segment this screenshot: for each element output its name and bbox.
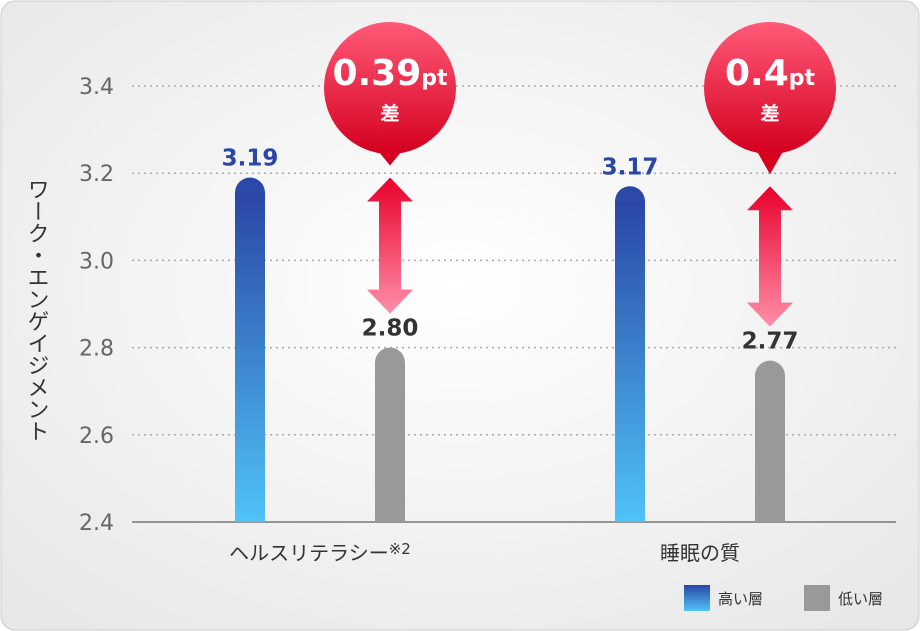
bar-high-base bbox=[615, 201, 645, 522]
legend-swatch-low bbox=[804, 585, 830, 611]
difference-unit: pt bbox=[421, 66, 448, 91]
x-category-label: ヘルスリテラシー※2 bbox=[229, 540, 411, 565]
bubble-circle bbox=[704, 22, 836, 154]
y-tick-label: 3.0 bbox=[79, 249, 114, 274]
bar-low-base bbox=[375, 362, 405, 522]
value-label-low: 2.80 bbox=[362, 316, 419, 342]
y-tick-label: 2.4 bbox=[79, 511, 114, 536]
y-tick-label: 2.8 bbox=[79, 337, 114, 362]
difference-arrow bbox=[367, 177, 413, 314]
legend-label-low: 低い層 bbox=[838, 590, 883, 608]
value-label-low: 2.77 bbox=[742, 329, 799, 355]
y-tick-label: 3.2 bbox=[79, 162, 114, 187]
difference-arrow bbox=[747, 186, 793, 327]
y-axis-label: ワーク・エンゲイジメント bbox=[24, 178, 49, 442]
bar-high-base bbox=[235, 192, 265, 522]
value-label-high: 3.19 bbox=[222, 146, 279, 172]
y-tick-label: 2.6 bbox=[79, 424, 114, 449]
category-note: ※2 bbox=[389, 540, 411, 558]
difference-unit: pt bbox=[789, 66, 816, 91]
y-tick-label: 3.4 bbox=[79, 75, 114, 100]
legend-label-high: 高い層 bbox=[718, 590, 763, 608]
x-category-label: 睡眠の質 bbox=[660, 541, 740, 565]
legend-swatch-high bbox=[684, 585, 710, 611]
difference-label: 差 bbox=[380, 102, 399, 125]
value-label-high: 3.17 bbox=[602, 154, 659, 180]
bubble-circle bbox=[324, 22, 456, 154]
bar-low-base bbox=[755, 375, 785, 522]
difference-label: 差 bbox=[760, 102, 779, 125]
